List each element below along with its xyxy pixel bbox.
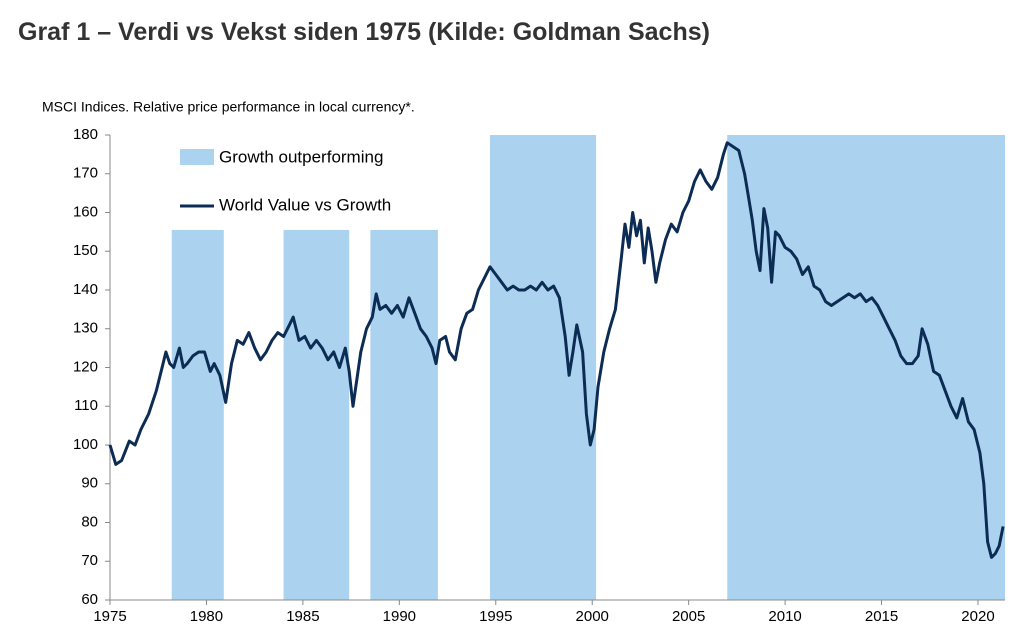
shaded-period — [171, 229, 224, 600]
shaded-period — [727, 135, 1005, 600]
shaded-period — [370, 229, 438, 600]
legend-label: World Value vs Growth — [219, 195, 391, 214]
x-tick-label: 2000 — [576, 608, 609, 625]
x-tick-label: 1975 — [93, 608, 126, 625]
x-tick-label: 2010 — [768, 608, 801, 625]
y-tick-label: 180 — [73, 126, 98, 143]
x-tick-label: 1995 — [479, 608, 512, 625]
legend-label: Growth outperforming — [219, 147, 383, 166]
y-tick-label: 80 — [81, 513, 98, 530]
y-tick-label: 60 — [81, 591, 98, 608]
y-tick-label: 130 — [73, 320, 98, 337]
y-tick-label: 140 — [73, 281, 98, 298]
y-tick-label: 120 — [73, 358, 98, 375]
chart-subtitle: MSCI Indices. Relative price performance… — [42, 99, 415, 115]
data-line — [108, 141, 1005, 559]
y-tick-label: 70 — [81, 552, 98, 569]
shaded-period — [283, 229, 350, 600]
y-tick-label: 170 — [73, 165, 98, 182]
y-tick-label: 100 — [73, 436, 98, 453]
x-tick-label: 2015 — [865, 608, 898, 625]
x-tick-label: 2020 — [961, 608, 994, 625]
x-tick-label: 1980 — [190, 608, 223, 625]
x-tick-label: 1990 — [383, 608, 416, 625]
y-tick-label: 150 — [73, 242, 98, 259]
y-tick-label: 110 — [74, 397, 98, 414]
chart-title: Graf 1 – Verdi vs Vekst siden 1975 (Kild… — [18, 18, 710, 46]
legend-swatch — [180, 149, 214, 165]
x-tick-label: 1985 — [286, 608, 319, 625]
shaded-period — [489, 135, 597, 600]
y-tick-label: 90 — [81, 475, 98, 492]
y-tick-label: 160 — [73, 203, 98, 220]
x-tick-label: 2005 — [672, 608, 705, 625]
